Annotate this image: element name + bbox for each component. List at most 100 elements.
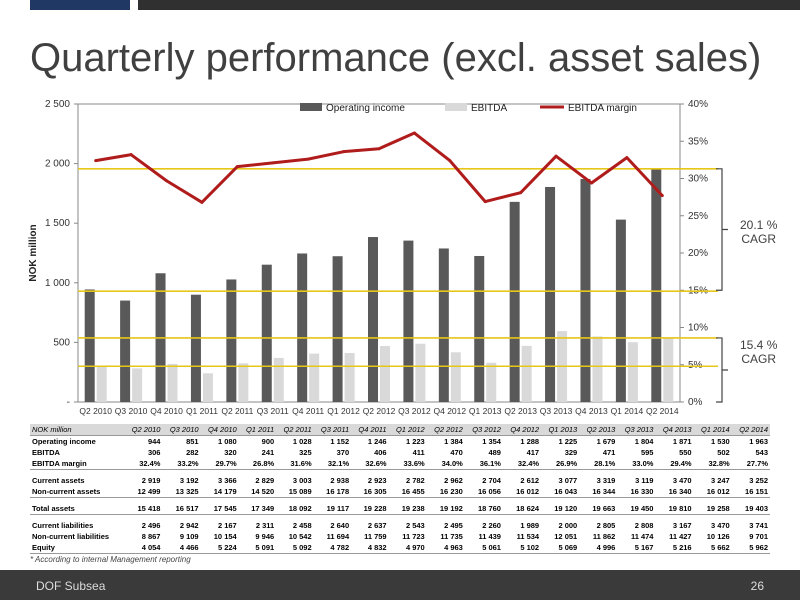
- table-cell: 3 741: [749, 521, 768, 530]
- table-cell: 9 701: [749, 532, 768, 541]
- table-cell: 502: [717, 448, 730, 457]
- page-number: 26: [750, 579, 764, 593]
- bar-ebitda: [627, 342, 638, 402]
- legend-label-ebitda-margin: EBITDA margin: [568, 103, 637, 114]
- table-cell: 11 735: [440, 532, 463, 541]
- table-cell: 3 252: [749, 476, 768, 485]
- table-cell: 3 470: [710, 521, 730, 530]
- legend-label-ebitda: EBITDA: [471, 103, 507, 114]
- table-cell: 5 069: [541, 542, 580, 554]
- table-cell: 33.6%: [388, 458, 427, 470]
- bar-ebitda: [132, 368, 143, 402]
- table-cell: 2 543: [405, 521, 425, 530]
- y2-tick-label: 0%: [688, 397, 703, 408]
- table-cell: 8 867: [141, 532, 161, 541]
- table-header-cell: Q4 2012: [502, 424, 542, 436]
- table-cell: 10 154: [213, 532, 237, 541]
- table-cell: 32.4%: [502, 458, 542, 470]
- table-cell: 32.6%: [351, 458, 389, 470]
- table-cell: 489: [488, 448, 501, 457]
- table-cell: 29.4%: [655, 458, 694, 470]
- table-cell: 543: [755, 448, 768, 457]
- footer-bar: DOF Subsea 26: [0, 570, 800, 600]
- bar-operating-income: [332, 256, 343, 402]
- table-cell: 32.4%: [124, 458, 163, 470]
- table-header-cell: Q4 2011: [351, 424, 389, 436]
- table-cell: 595: [640, 448, 654, 457]
- table-cell: 411: [412, 448, 425, 457]
- bar-ebitda: [663, 337, 674, 402]
- x-tick-label: Q3 2011: [257, 406, 289, 416]
- table-cell: 1 354: [482, 437, 501, 446]
- x-tick-label: Q2 2014: [646, 406, 679, 416]
- table-cell: 2 260: [482, 521, 501, 530]
- y2-tick-label: 5%: [688, 360, 703, 371]
- bar-ebitda: [415, 343, 426, 402]
- table-cell: 329: [564, 448, 578, 457]
- table-row: Non-current assets 12 499 13 325 14 179 14 5…: [30, 486, 770, 498]
- table-row-label: Current liabilities: [32, 521, 94, 530]
- table-cell: 471: [602, 448, 616, 457]
- table-cell: 2 782: [405, 476, 425, 485]
- bar-operating-income: [84, 289, 95, 402]
- bar-operating-income: [509, 201, 520, 402]
- table-cell: 3 003: [292, 476, 312, 485]
- table-row: Operating income 944 851 1 080 900 1 028 1 152…: [30, 436, 770, 448]
- table-cell: 11 474: [630, 532, 654, 541]
- table-cell: 370: [336, 448, 350, 457]
- legend-swatch-ebitda: [445, 103, 467, 111]
- table-cell: 11 534: [516, 532, 540, 541]
- bar-operating-income: [261, 264, 272, 402]
- table-cell: 18 760: [464, 503, 503, 515]
- point-ebitda-margin: [377, 147, 381, 151]
- legend-label-operating-income: Operating income: [326, 103, 405, 114]
- table-cell: 17 349: [238, 503, 277, 515]
- table-header-cell: Q4 2010: [200, 424, 239, 436]
- x-tick-label: Q2 2010: [79, 406, 112, 416]
- table-cell: 16 330: [617, 486, 656, 498]
- table-cell: 4 832: [351, 542, 389, 554]
- table-row-label: Non-current liabilities: [32, 532, 110, 541]
- table-cell: 18 624: [502, 503, 542, 515]
- top-accent-bar: [30, 0, 130, 10]
- table-cell: 32.8%: [693, 458, 732, 470]
- y-tick-label: 500: [53, 337, 70, 348]
- table-row-label: EBITDA: [32, 448, 60, 457]
- y-tick-label: 1 000: [45, 278, 70, 289]
- table-cell: 5 662: [693, 542, 732, 554]
- table-cell: 5 091: [238, 542, 277, 554]
- table-cell: 1 679: [596, 437, 616, 446]
- x-tick-label: Q1 2011: [186, 406, 218, 416]
- table-cell: 19 810: [655, 503, 694, 515]
- table-cell: 320: [224, 448, 237, 457]
- table-cell: 19 228: [351, 503, 389, 515]
- table-cell: 9 109: [179, 532, 199, 541]
- table-cell: 3 119: [635, 476, 654, 485]
- table-cell: 5 167: [617, 542, 656, 554]
- table-cell: 13 325: [162, 486, 201, 498]
- table-cell: 1 963: [749, 437, 768, 446]
- table-cell: 1 225: [558, 437, 578, 446]
- x-tick-label: Q4 2013: [575, 406, 608, 416]
- table-cell: 12 051: [554, 532, 578, 541]
- bar-operating-income: [226, 279, 237, 402]
- table-cell: 33.2%: [162, 458, 201, 470]
- point-ebitda-margin: [412, 131, 416, 135]
- table-cell: 1 804: [634, 437, 654, 446]
- y-tick-label: 1 500: [45, 218, 70, 229]
- financial-table: NOK million Q2 2010 Q3 2010 Q4 2010 Q1 2011 Q…: [30, 424, 770, 554]
- table-header-cell: Q1 2014: [693, 424, 732, 436]
- x-tick-label: Q2 2013: [504, 406, 537, 416]
- table-cell: 15 418: [124, 503, 163, 515]
- table-cell: 19 192: [426, 503, 465, 515]
- point-ebitda-margin: [271, 161, 275, 165]
- table-cell: 11 759: [364, 532, 387, 541]
- table-cell: 2 938: [330, 476, 350, 485]
- table-cell: 2 458: [292, 521, 312, 530]
- bar-ebitda: [592, 336, 603, 402]
- table-row-label: Current assets: [32, 476, 85, 485]
- bar-operating-income: [651, 168, 662, 402]
- point-ebitda-margin: [342, 150, 346, 154]
- table-cell: 2 495: [444, 521, 463, 530]
- table-cell: 851: [186, 437, 199, 446]
